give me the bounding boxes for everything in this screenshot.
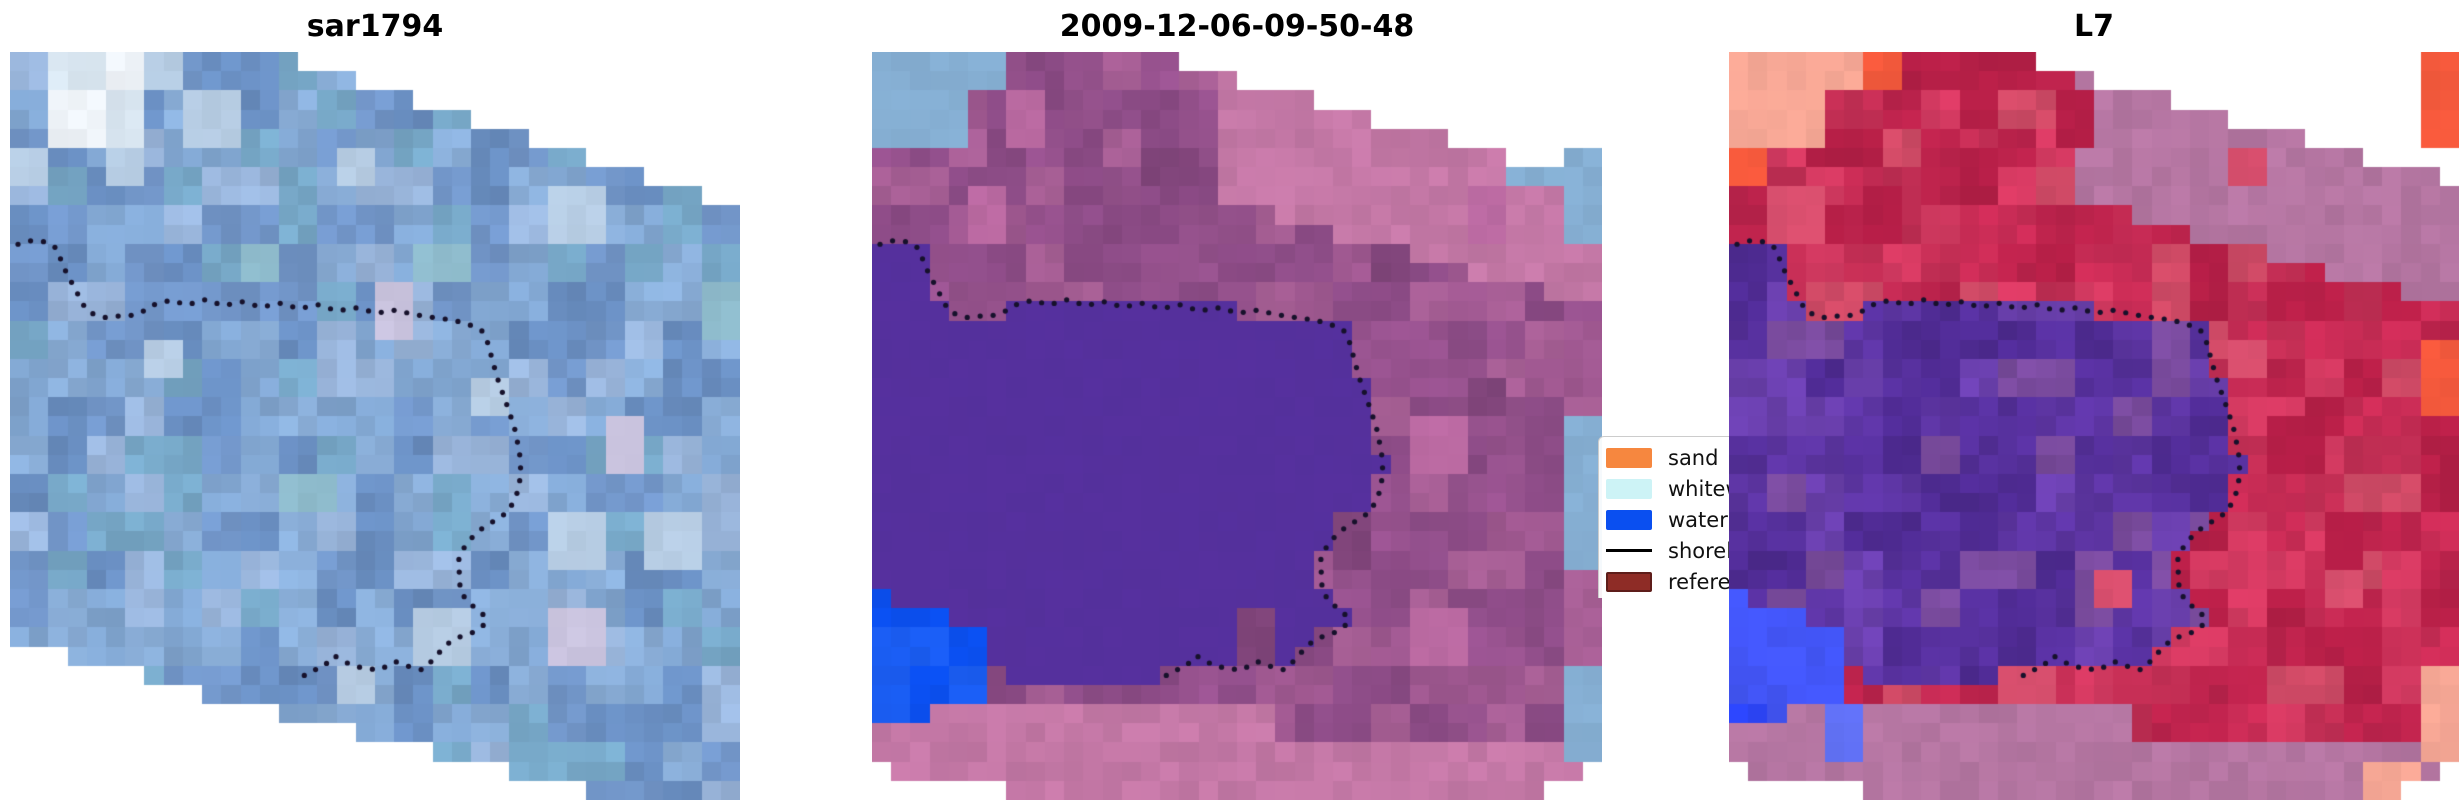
legend-label-reference: reference <box>1668 569 1729 594</box>
reference-swatch-icon <box>1606 571 1652 592</box>
legend-item-water: water <box>1606 504 1729 535</box>
water-swatch-icon <box>1606 509 1652 530</box>
legend-item-sand: sand <box>1606 442 1729 473</box>
legend-item-reference: reference <box>1606 566 1729 597</box>
panel-image-classified-2009 <box>872 52 1602 800</box>
panel-title-l7: L7 <box>2074 9 2114 44</box>
panel-title-classified-2009: 2009-12-06-09-50-48 <box>1059 9 1415 44</box>
sand-swatch-icon <box>1606 447 1652 468</box>
legend-item-shoreline: shoreline <box>1606 535 1729 566</box>
panel-title-sar1794: sar1794 <box>306 9 444 44</box>
whitewater-swatch-icon <box>1606 478 1652 499</box>
legend-label-sand: sand <box>1668 445 1719 470</box>
shoreline-line-icon <box>1606 549 1652 552</box>
panel-image-l7 <box>1729 52 2459 800</box>
legend-label-water: water <box>1668 507 1728 532</box>
legend-label-shoreline: shoreline <box>1668 538 1729 563</box>
panel-image-sar1794 <box>10 52 740 800</box>
